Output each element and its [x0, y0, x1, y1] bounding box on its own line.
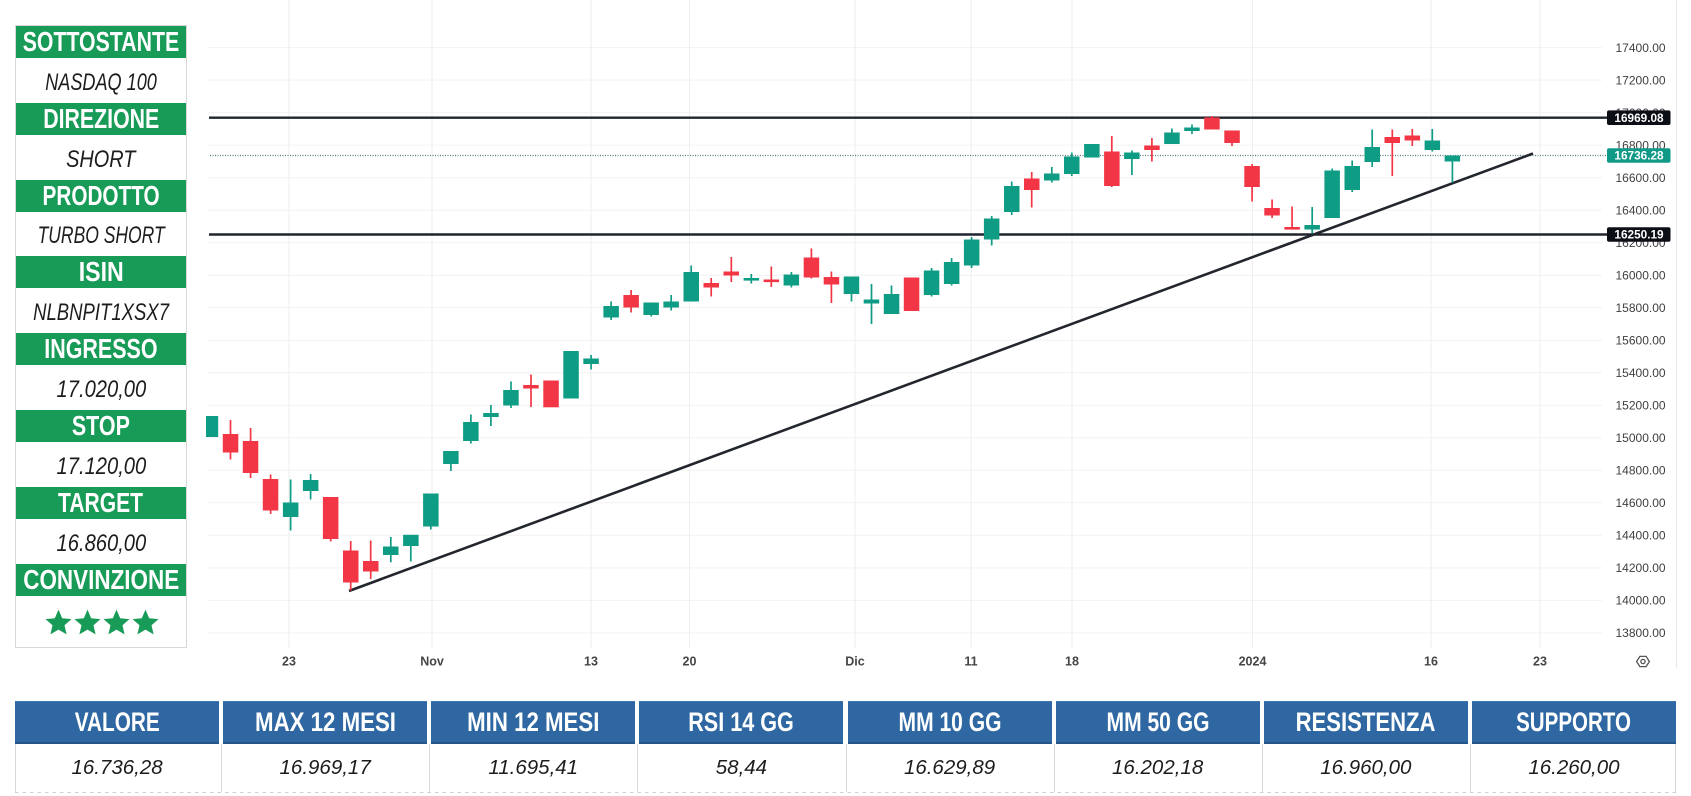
svg-text:2024: 2024	[1239, 655, 1267, 669]
svg-text:15800.00: 15800.00	[1616, 301, 1666, 315]
svg-text:17400.00: 17400.00	[1616, 41, 1666, 55]
svg-text:14800.00: 14800.00	[1616, 464, 1666, 478]
svg-text:16: 16	[1424, 655, 1438, 669]
svg-text:15200.00: 15200.00	[1616, 399, 1666, 413]
svg-text:16250.19: 16250.19	[1614, 228, 1664, 242]
svg-text:16400.00: 16400.00	[1616, 203, 1666, 217]
svg-text:11: 11	[964, 655, 977, 669]
svg-text:16000.00: 16000.00	[1616, 268, 1666, 282]
svg-text:15400.00: 15400.00	[1616, 366, 1666, 380]
svg-text:14400.00: 14400.00	[1616, 529, 1666, 543]
svg-text:13800.00: 13800.00	[1616, 626, 1666, 640]
svg-text:14000.00: 14000.00	[1616, 594, 1666, 608]
svg-text:15000.00: 15000.00	[1616, 431, 1666, 445]
svg-text:16736.28: 16736.28	[1614, 149, 1664, 163]
svg-text:23: 23	[282, 655, 296, 669]
svg-text:16600.00: 16600.00	[1616, 171, 1666, 185]
svg-text:16969.08: 16969.08	[1614, 111, 1664, 125]
svg-text:Nov: Nov	[420, 655, 444, 669]
svg-text:Dic: Dic	[845, 655, 865, 669]
svg-text:14200.00: 14200.00	[1616, 561, 1666, 575]
svg-text:15600.00: 15600.00	[1616, 333, 1666, 347]
svg-text:20: 20	[683, 655, 697, 669]
svg-text:17200.00: 17200.00	[1616, 73, 1666, 87]
svg-text:23: 23	[1533, 655, 1547, 669]
svg-text:13: 13	[584, 655, 598, 669]
svg-text:18: 18	[1065, 655, 1079, 669]
svg-text:14600.00: 14600.00	[1616, 496, 1666, 510]
